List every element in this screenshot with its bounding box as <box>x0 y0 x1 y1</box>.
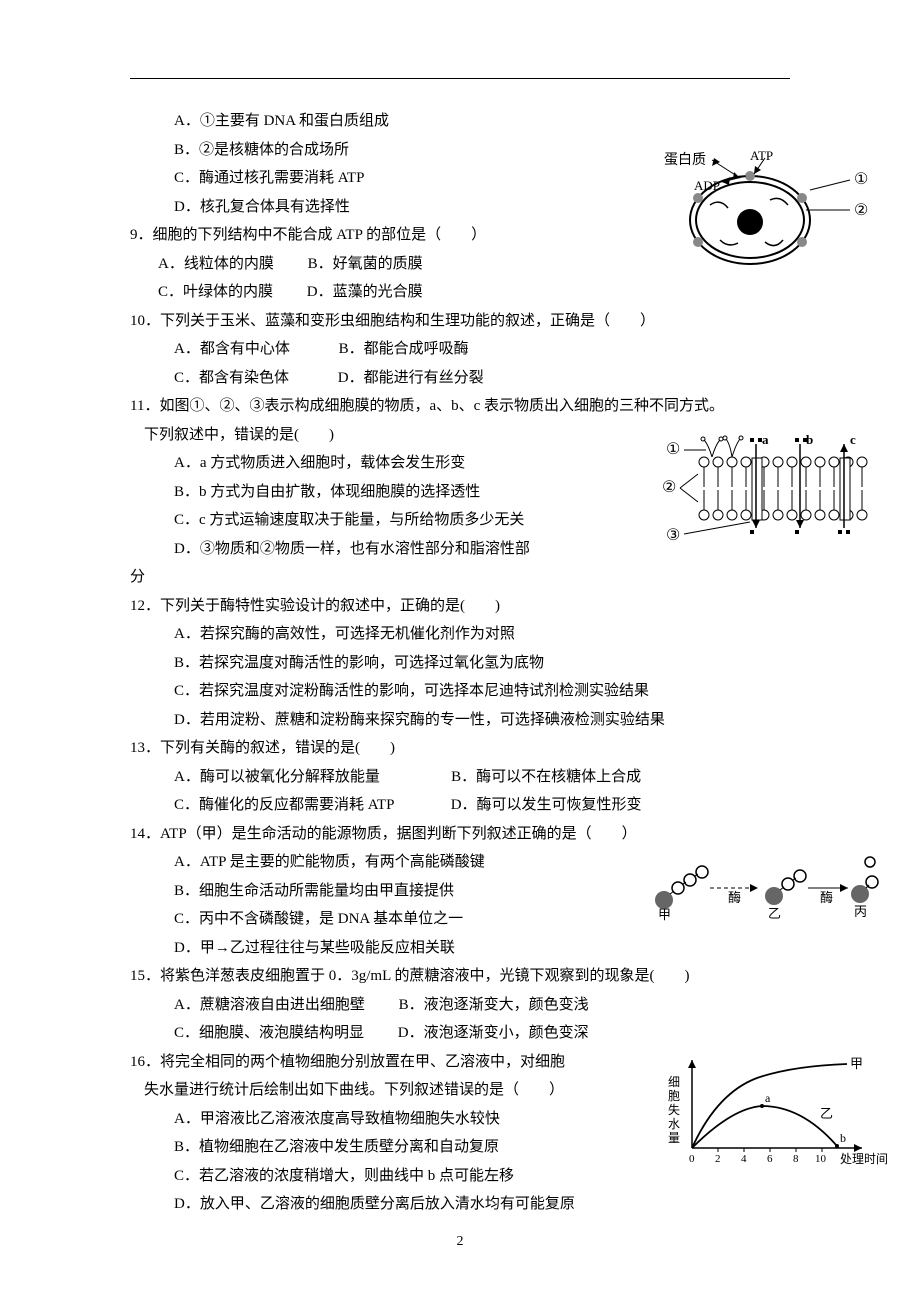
q9-b: B．好氧菌的质膜 <box>308 256 423 272</box>
q15-options-cd: C．细胞膜、液泡膜结构明显 D．液泡逐渐变小，颜色变深 <box>130 1019 790 1048</box>
q15-a: A．蔗糖溶液自由进出细胞壁 <box>174 997 365 1013</box>
fig11-membrane-diagram: ① ② ③ a b c <box>650 432 880 552</box>
fig16-xtick-8: 8 <box>793 1153 799 1165</box>
fig8-label-adp: ADP <box>694 178 720 193</box>
q13-a: A．酶可以被氧化分解释放能量 <box>174 769 380 785</box>
q15-options-ab: A．蔗糖溶液自由进出细胞壁 B．液泡逐渐变大，颜色变浅 <box>130 991 790 1020</box>
q13-options-ab: A．酶可以被氧化分解释放能量 B．酶可以不在核糖体上合成 <box>130 763 790 792</box>
fig16-label-b: b <box>840 1131 846 1145</box>
q11-d2: 分 <box>130 563 790 592</box>
q10-c: C．都含有染色体 <box>174 370 289 386</box>
fig11-label-b: b <box>806 432 813 447</box>
q13-d: D．酶可以发生可恢复性形变 <box>451 797 642 813</box>
q12-stem: 12．下列关于酶特性实验设计的叙述中，正确的是( ) <box>130 592 790 621</box>
fig14-label-yi: 乙 <box>768 906 781 921</box>
q10-b: B．都能合成呼吸酶 <box>339 341 469 357</box>
q14-stem: 14．ATP（甲）是生命活动的能源物质，据图判断下列叙述正确的是（ ） <box>130 820 790 849</box>
q9-options-cd: C．叶绿体的内膜 D．蓝藻的光合膜 <box>130 278 790 307</box>
q10-stem: 10．下列关于玉米、蓝藻和变形虫细胞结构和生理功能的叙述，正确是（ ） <box>130 307 790 336</box>
fig16-xtick-10: 10 <box>815 1153 827 1165</box>
fig8-nucleus-diagram: 蛋白质 ATP ADP ① ② <box>650 150 870 270</box>
fig14-label-enzyme1: 酶 <box>728 890 741 905</box>
fig11-label-c: c <box>850 432 856 447</box>
fig16-xlabel: 处理时间 <box>840 1152 888 1166</box>
fig16-xtick-6: 6 <box>767 1153 773 1165</box>
q11-stem1: 11．如图①、②、③表示构成细胞膜的物质，a、b、c 表示物质出入细胞的三种不同… <box>130 392 790 421</box>
q9-c: C．叶绿体的内膜 <box>158 284 273 300</box>
fig16-ylabel-5: 量 <box>668 1131 680 1145</box>
q16-d: D．放入甲、乙溶液的细胞质壁分离后放入清水均有可能复原 <box>130 1190 790 1219</box>
page-number: 2 <box>0 1229 920 1256</box>
fig16-label-jia: 甲 <box>850 1056 863 1071</box>
fig11-label-two: ② <box>662 479 676 496</box>
fig11-label-three: ③ <box>666 527 680 544</box>
fig16-ylabel-1: 细 <box>668 1075 680 1089</box>
fig16-label-yi: 乙 <box>820 1106 833 1121</box>
q10-a: A．都含有中心体 <box>174 341 290 357</box>
fig11-label-one: ① <box>666 441 680 458</box>
fig14-label-bing: 丙 <box>854 904 867 919</box>
q13-c: C．酶催化的反应都需要消耗 ATP <box>174 797 394 813</box>
top-rule <box>130 78 790 79</box>
q13-options-cd: C．酶催化的反应都需要消耗 ATP D．酶可以发生可恢复性形变 <box>130 791 790 820</box>
fig16-ylabel-2: 胞 <box>668 1089 680 1103</box>
q10-options-cd: C．都含有染色体 D．都能进行有丝分裂 <box>130 364 790 393</box>
q8-option-a: A．①主要有 DNA 和蛋白质组成 <box>130 107 790 136</box>
q15-c: C．细胞膜、液泡膜结构明显 <box>174 1025 364 1041</box>
fig8-label-atp: ATP <box>750 150 773 163</box>
fig16-ylabel-3: 失 <box>668 1102 680 1117</box>
fig16-label-a: a <box>765 1091 771 1105</box>
q9-a: A．线粒体的内膜 <box>158 256 274 272</box>
q12-d: D．若用淀粉、蔗糖和淀粉酶来探究酶的专一性，可选择碘液检测实验结果 <box>130 706 790 735</box>
q12-b: B．若探究温度对酶活性的影响，可选择过氧化氢为底物 <box>130 649 790 678</box>
fig8-label-protein: 蛋白质 <box>664 152 706 168</box>
q9-d: D．蓝藻的光合膜 <box>307 284 423 300</box>
fig16-xtick-2: 2 <box>715 1153 721 1165</box>
q12-c: C．若探究温度对淀粉酶活性的影响，可选择本尼迪特试剂检测实验结果 <box>130 677 790 706</box>
q12-a: A．若探究酶的高效性，可选择无机催化剂作为对照 <box>130 620 790 649</box>
q14-d: D．甲→乙过程往往与某些吸能反应相关联 <box>130 934 790 963</box>
fig16-xtick-4: 4 <box>741 1153 747 1165</box>
fig16-ylabel-4: 水 <box>668 1117 680 1131</box>
q15-d: D．液泡逐渐变小，颜色变深 <box>398 1025 589 1041</box>
fig14-label-jia: 甲 <box>658 907 671 922</box>
q13-stem: 13．下列有关酶的叙述，错误的是( ) <box>130 734 790 763</box>
fig14-label-enzyme2: 酶 <box>820 890 833 905</box>
fig11-label-a: a <box>762 432 769 447</box>
q10-options-ab: A．都含有中心体 B．都能合成呼吸酶 <box>130 335 790 364</box>
q15-b: B．液泡逐渐变大，颜色变浅 <box>399 997 589 1013</box>
fig8-label-one: ① <box>854 171 868 188</box>
fig14-atp-diagram: 甲 酶 乙 酶 丙 <box>650 856 880 926</box>
q13-b: B．酶可以不在核糖体上合成 <box>451 769 641 785</box>
q10-d: D．都能进行有丝分裂 <box>338 370 484 386</box>
fig16-chart: a b 0 2 4 6 8 10 甲 乙 处理时间 细 胞 失 水 量 <box>662 1048 892 1168</box>
fig16-xtick-0: 0 <box>689 1153 695 1165</box>
q15-stem: 15．将紫色洋葱表皮细胞置于 0．3g/mL 的蔗糖溶液中，光镜下观察到的现象是… <box>130 962 790 991</box>
fig8-label-two: ② <box>854 202 868 219</box>
